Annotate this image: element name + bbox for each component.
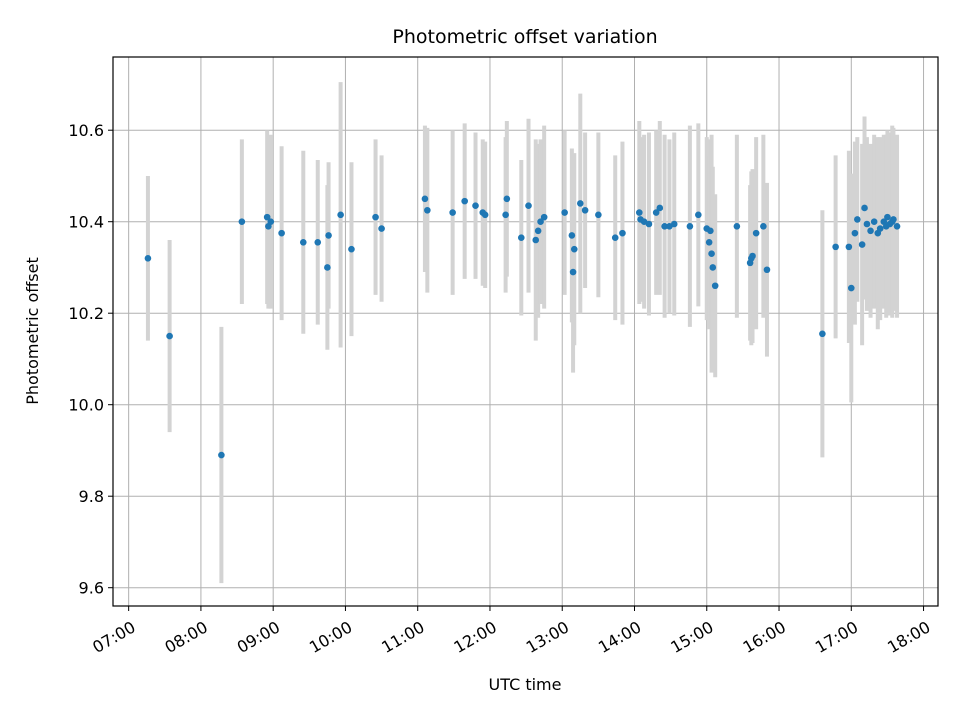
- data-point: [424, 206, 431, 214]
- y-axis-title: Photometric offset: [23, 257, 42, 405]
- data-point: [884, 213, 891, 221]
- y-tick-label: 10.6: [68, 121, 104, 140]
- data-point: [525, 202, 532, 209]
- data-point: [752, 229, 760, 237]
- data-point: [568, 232, 576, 239]
- data-point: [299, 238, 307, 246]
- y-tick-label: 10.2: [68, 304, 104, 323]
- data-point: [218, 451, 225, 459]
- data-point: [263, 213, 271, 221]
- data-point: [449, 209, 456, 216]
- data-point: [695, 211, 702, 219]
- data-point: [532, 236, 540, 244]
- data-point: [708, 250, 715, 258]
- x-axis-title: UTC time: [489, 675, 562, 694]
- data-point: [481, 211, 489, 219]
- data-point: [832, 243, 839, 251]
- y-axis: 9.6 9.8 10.0 10.2 10.4 10.6: [68, 121, 113, 598]
- data-point: [863, 220, 871, 228]
- data-point: [267, 218, 275, 225]
- data-point: [503, 195, 511, 203]
- data-point: [858, 241, 866, 248]
- chart-title: Photometric offset variation: [392, 26, 657, 48]
- data-point: [325, 232, 332, 239]
- data-point: [636, 209, 643, 216]
- data-point: [569, 268, 577, 276]
- data-point: [324, 264, 331, 271]
- data-point: [707, 227, 714, 235]
- data-point: [461, 197, 468, 205]
- data-point: [570, 245, 578, 253]
- data-point: [847, 284, 855, 292]
- data-point: [611, 234, 619, 242]
- data-point: [851, 229, 859, 237]
- data-point: [854, 216, 861, 223]
- data-point: [819, 330, 826, 338]
- data-point: [348, 245, 355, 253]
- data-point: [656, 204, 664, 212]
- data-point: [421, 195, 429, 203]
- data-point: [540, 213, 548, 221]
- y-tick-label: 10.0: [68, 396, 104, 415]
- y-tick-label: 10.4: [68, 213, 104, 232]
- data-point: [517, 234, 525, 242]
- data-point: [861, 204, 868, 212]
- data-point: [661, 222, 668, 230]
- data-point: [581, 206, 589, 214]
- data-point: [537, 218, 544, 225]
- data-point: [576, 200, 584, 207]
- data-point: [472, 202, 479, 209]
- data-point: [166, 332, 173, 340]
- data-point: [670, 220, 678, 228]
- data-point: [893, 222, 901, 230]
- data-point: [534, 227, 542, 235]
- data-point: [686, 222, 694, 230]
- y-tick-label: 9.8: [79, 487, 104, 506]
- y-tick-label: 9.6: [79, 579, 104, 598]
- data-point: [760, 222, 767, 230]
- data-point: [890, 216, 897, 223]
- data-point: [867, 227, 874, 235]
- data-point: [502, 211, 509, 219]
- data-point: [561, 209, 568, 216]
- plot-frame: [112, 56, 939, 607]
- data-point: [652, 209, 660, 216]
- data-point: [645, 220, 653, 228]
- data-point: [845, 243, 853, 251]
- data-point: [711, 282, 719, 290]
- data-point: [372, 213, 379, 221]
- data-points: [144, 195, 901, 459]
- data-point: [876, 225, 884, 232]
- data-point: [238, 218, 246, 225]
- data-point: [378, 225, 385, 232]
- data-point: [763, 266, 771, 274]
- data-point: [705, 238, 713, 246]
- data-point: [733, 222, 741, 230]
- data-point: [709, 264, 717, 271]
- data-point: [619, 229, 626, 237]
- grid: [113, 57, 938, 606]
- data-point: [337, 211, 344, 219]
- data-point: [749, 252, 756, 260]
- data-point: [144, 254, 152, 262]
- data-point: [870, 218, 878, 225]
- data-point: [595, 211, 602, 219]
- data-point: [278, 229, 285, 237]
- data-point: [314, 238, 322, 246]
